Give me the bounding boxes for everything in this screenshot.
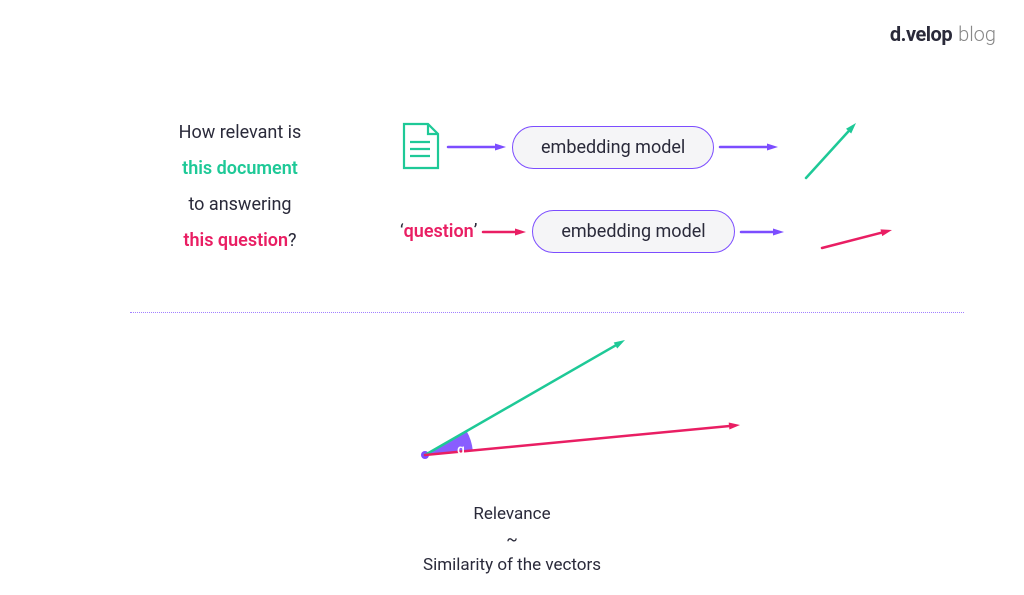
document-icon [400,122,442,172]
arrow-q-in [477,222,532,242]
section-divider [130,312,964,313]
question-line4: this question? [125,223,355,259]
angle-label: α [457,442,465,458]
logo-brand: d.velop [890,22,952,46]
angle-diagram: α [405,335,765,489]
caption-line1: Relevance [0,502,1024,528]
arrow-q-out-flow [735,222,790,242]
arrow-doc-in [442,137,512,157]
caption: Relevance ~ Similarity of the vectors [0,502,1024,579]
caption-line3: Similarity of the vectors [0,553,1024,579]
question-string: ‘question’ [400,221,477,242]
arrow-doc-out-flow [714,137,784,157]
embedding-box-q: embedding model [532,210,734,253]
question-line1: How relevant is [125,115,355,151]
logo-suffix: blog [958,22,996,46]
question-word: question [404,221,474,242]
question-text: How relevant is this document to answeri… [125,115,355,259]
question-line3: to answering [125,187,355,223]
logo: d.velop blog [890,22,996,46]
question-q-highlight: this question [183,230,288,251]
question-doc-highlight: this document [125,151,355,187]
pipeline-row-question: ‘question’ embedding model [400,210,908,253]
vector-arrow-green [802,112,872,182]
vector-arrow-red [818,212,908,252]
pipeline-row-document: embedding model [400,112,872,182]
caption-line2: ~ [0,528,1024,554]
embedding-box-doc: embedding model [512,126,714,169]
question-suffix: ? [288,230,297,251]
